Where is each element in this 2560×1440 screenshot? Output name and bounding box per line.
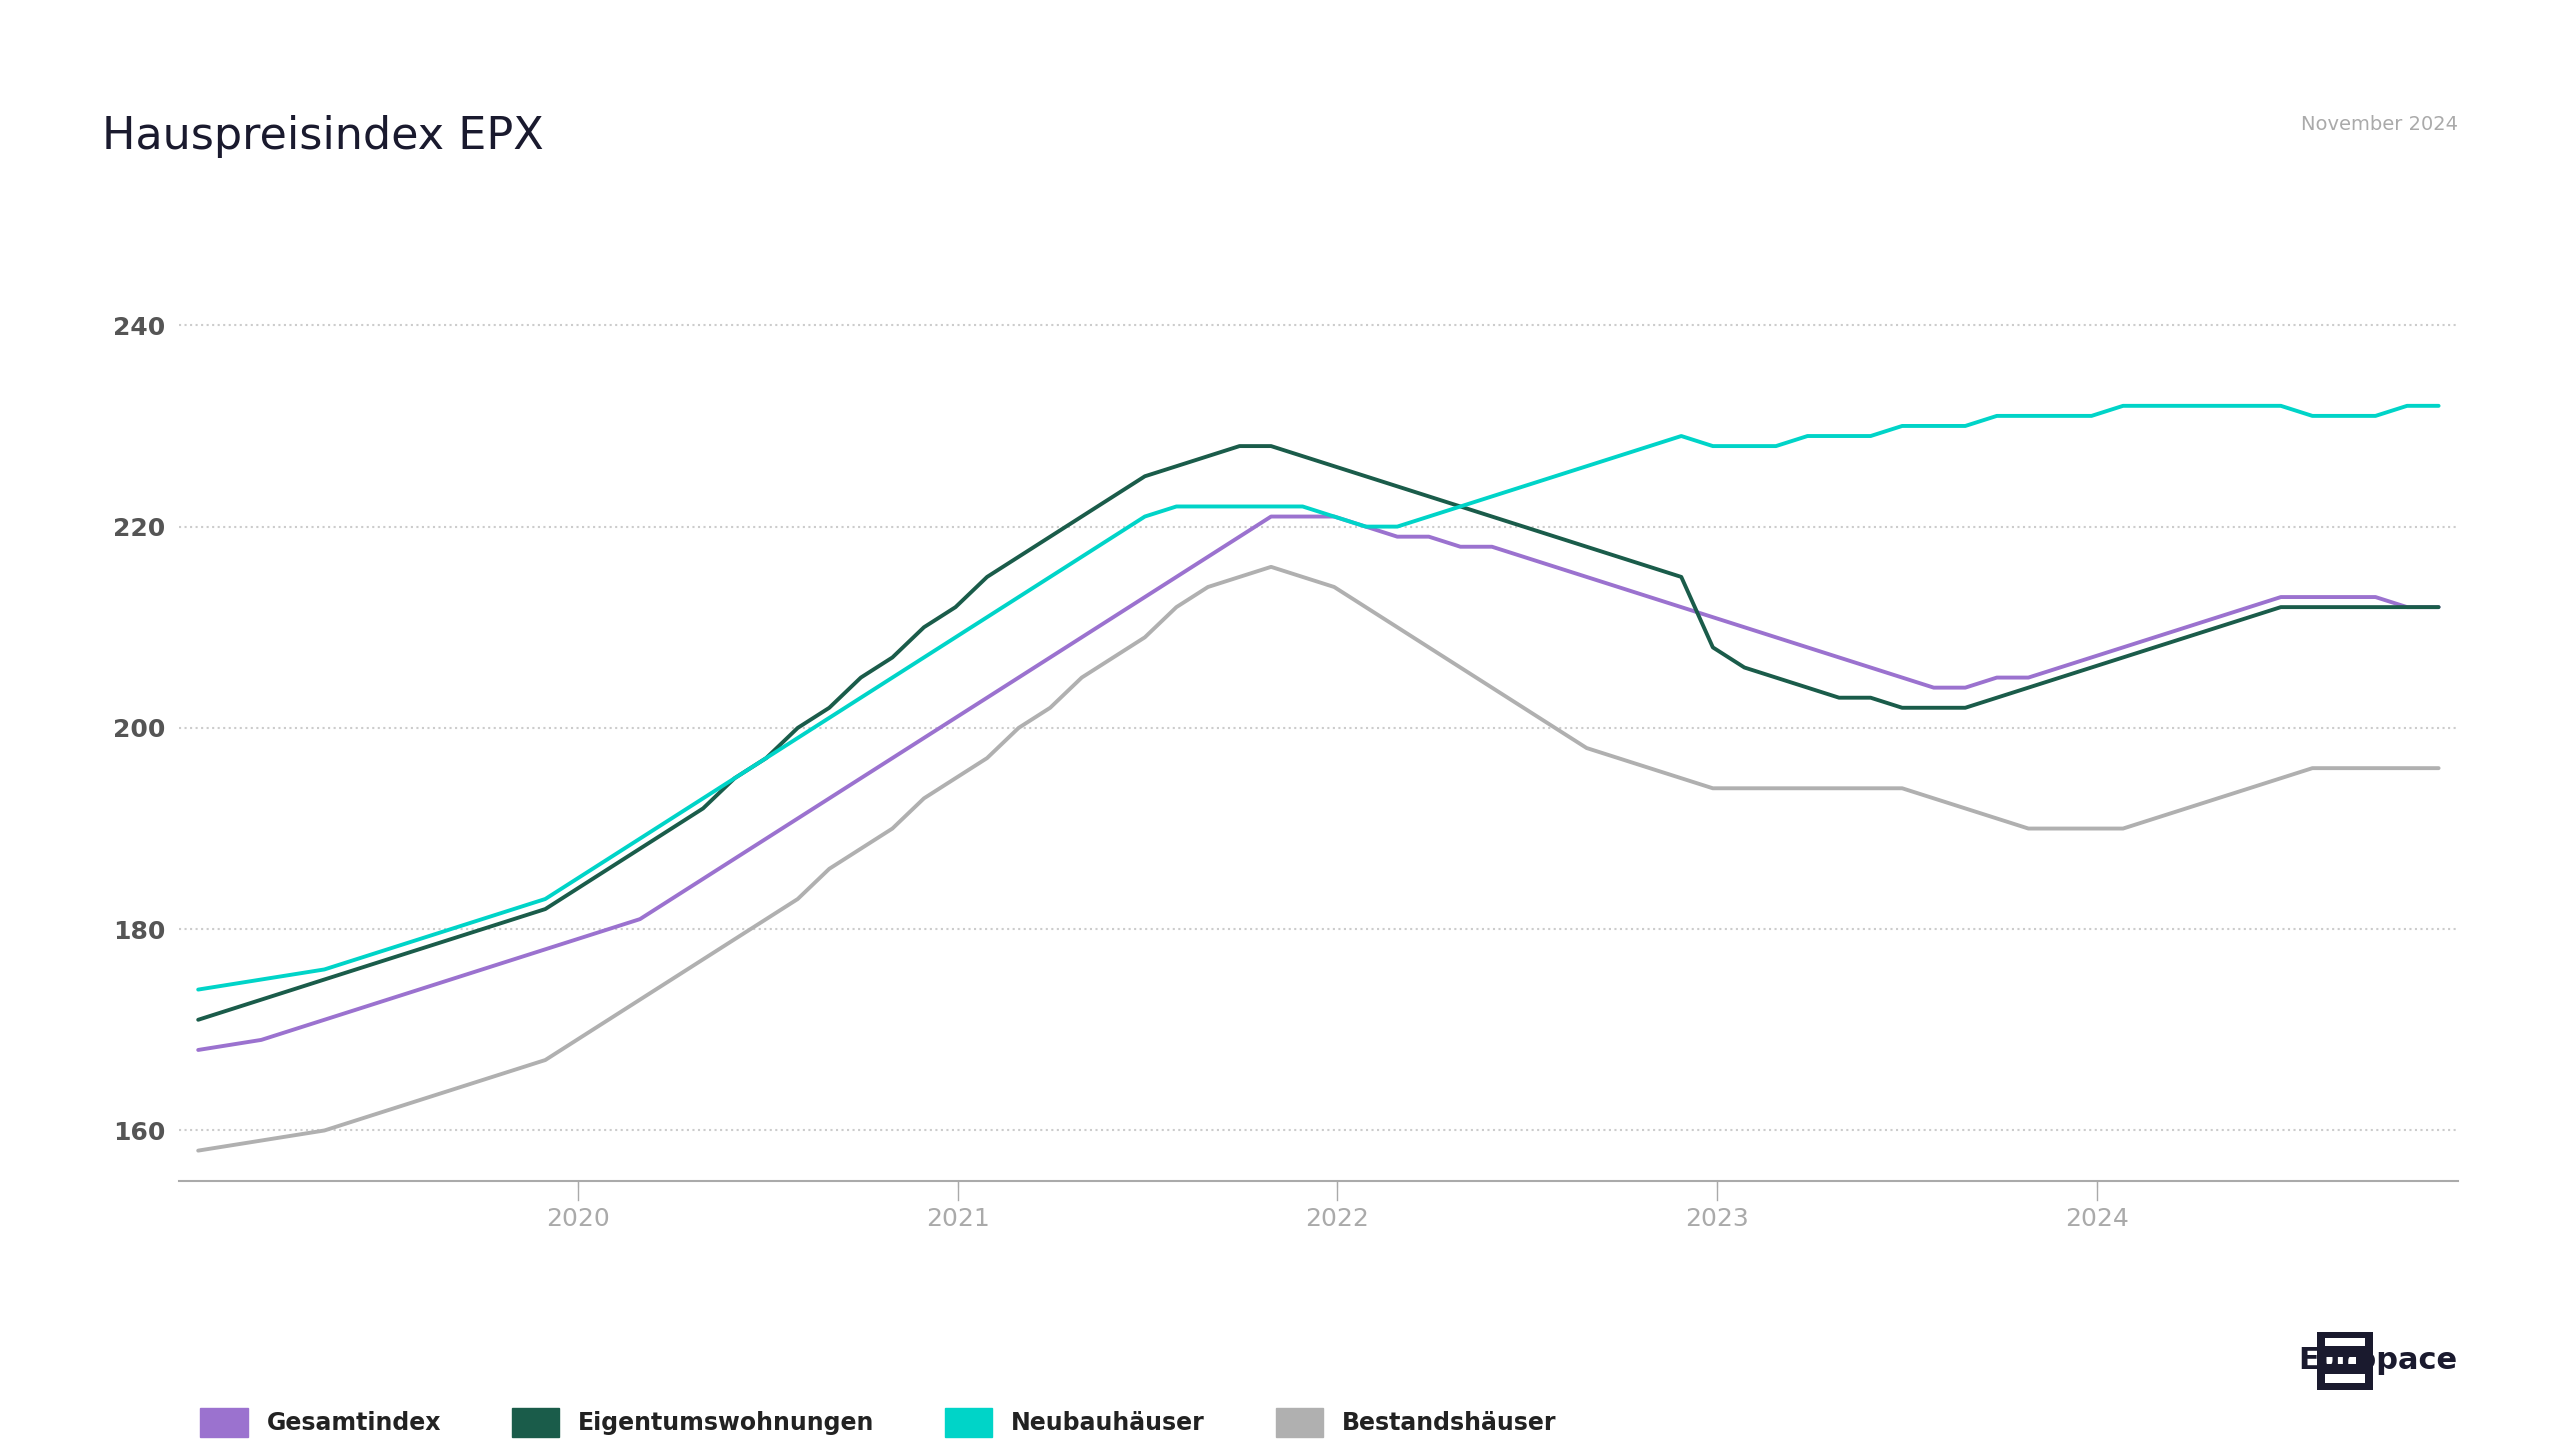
Text: November 2024: November 2024	[2301, 115, 2458, 134]
Text: Hauspreisindex EPX: Hauspreisindex EPX	[102, 115, 545, 158]
FancyBboxPatch shape	[2317, 1332, 2373, 1390]
Bar	[2324, 1356, 2355, 1364]
Bar	[2324, 1374, 2365, 1382]
Legend: Gesamtindex, Eigentumswohnungen, Neubauhäuser, Bestandshäuser: Gesamtindex, Eigentumswohnungen, Neubauh…	[192, 1398, 1567, 1440]
Bar	[2324, 1338, 2365, 1346]
Text: Europace: Europace	[2299, 1346, 2458, 1375]
